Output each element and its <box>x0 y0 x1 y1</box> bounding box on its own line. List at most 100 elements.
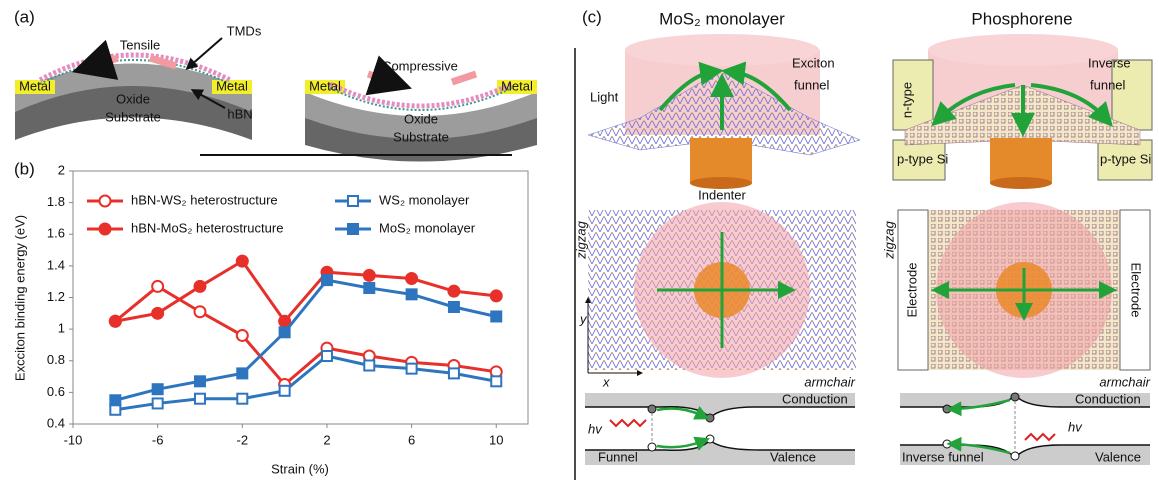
illustration-shape <box>946 436 1011 455</box>
data-point <box>278 314 292 328</box>
label: hBN <box>227 106 252 121</box>
data-point <box>109 394 122 407</box>
data-point <box>236 367 249 380</box>
label: Inverse funnel <box>902 449 984 464</box>
illustration-shape <box>625 34 819 66</box>
panel-b: (b) Strain (%) Excciton binding energy (… <box>12 159 529 476</box>
data-point <box>320 274 333 287</box>
data-point <box>490 310 503 323</box>
data-point <box>193 375 206 388</box>
illustration-shape <box>148 54 178 70</box>
label: Oxide <box>116 91 150 106</box>
illustration-shape <box>305 92 537 139</box>
label: Compressive <box>382 58 458 73</box>
title: Phosphorene <box>971 9 1072 28</box>
illustration-shape <box>1010 392 1020 402</box>
series-line <box>115 354 497 412</box>
data-point <box>490 375 503 388</box>
illustration-shape <box>585 393 855 418</box>
panel-label: (b) <box>14 159 35 178</box>
illustration-shape <box>1119 209 1151 371</box>
illustration-shape <box>15 80 55 94</box>
label: Electrode <box>1129 263 1144 318</box>
y-tick-label: 0.6 <box>47 384 65 399</box>
label: armchair <box>1099 374 1150 389</box>
x-tick-label: 10 <box>489 432 503 447</box>
label: Metal <box>216 78 248 93</box>
data-point <box>362 268 376 282</box>
x-tick-label: -6 <box>152 432 164 447</box>
label: funnel <box>794 77 830 92</box>
illustration-shape <box>705 413 715 423</box>
illustration-shape <box>892 59 934 131</box>
illustration-shape <box>721 61 792 112</box>
data-point <box>405 272 419 286</box>
illustration-shape <box>185 37 223 70</box>
legend-marker <box>98 194 112 208</box>
illustration-shape <box>900 445 1150 465</box>
label: Indenter <box>698 187 746 202</box>
y-tick-label: 1 <box>58 321 65 336</box>
data-point <box>405 362 418 375</box>
legend-label: hBN-MoS₂ heterostructure <box>131 220 283 235</box>
illustration-shape <box>705 434 715 444</box>
illustration-shape <box>1024 432 1056 442</box>
x-axis-label: Strain (%) <box>271 461 329 476</box>
label: Funnel <box>598 449 638 464</box>
data-point <box>278 384 291 397</box>
illustration-shape <box>190 89 226 109</box>
illustration-shape <box>928 34 1118 66</box>
label: Electrode <box>904 263 919 318</box>
label: TMDs <box>227 23 262 38</box>
illustration-shape <box>897 209 929 371</box>
illustration-shape <box>690 177 752 189</box>
illustration-shape <box>990 177 1052 189</box>
label: Light <box>590 89 619 104</box>
data-point <box>447 367 460 380</box>
label: x <box>602 374 610 389</box>
panel-label: (c) <box>582 7 602 26</box>
label: Exciton <box>792 55 835 70</box>
x-tick-label: 6 <box>408 432 415 447</box>
title: MoS₂ monolayer <box>659 9 785 28</box>
label: hv <box>588 421 603 436</box>
data-point <box>489 289 503 303</box>
label: Metal <box>309 78 341 93</box>
x-tick-label: 2 <box>323 432 330 447</box>
y-tick-label: 1.2 <box>47 289 65 304</box>
illustration-shape <box>656 436 710 451</box>
data-point <box>193 392 206 405</box>
legend-marker <box>347 223 359 235</box>
data-point <box>151 306 165 320</box>
label: zigzag <box>573 220 588 259</box>
illustration-shape <box>946 398 1011 417</box>
label: armchair <box>804 374 855 389</box>
illustration-shape <box>660 235 784 345</box>
illustration-shape <box>38 52 232 83</box>
illustration-shape <box>657 232 787 348</box>
x-tick-label: -10 <box>64 432 83 447</box>
data-point <box>447 300 460 313</box>
panel-label: (a) <box>14 7 35 26</box>
legend-marker <box>347 195 359 207</box>
illustration-shape <box>329 87 513 111</box>
illustration-shape <box>647 404 657 414</box>
legend-label: MoS₂ monolayer <box>379 220 476 235</box>
data-point <box>363 359 376 372</box>
illustration-shape <box>942 439 952 449</box>
illustration-shape <box>497 80 537 94</box>
label: Valence <box>1095 449 1141 464</box>
illustration-shape <box>609 418 647 428</box>
data-point <box>235 328 249 342</box>
y-tick-label: 1.8 <box>47 194 65 209</box>
illustration-shape <box>585 440 855 465</box>
series-line <box>114 278 497 402</box>
label: funnel <box>1090 77 1126 92</box>
illustration-shape <box>656 405 710 420</box>
legend-label: WS₂ monolayer <box>379 192 470 207</box>
data-point <box>320 350 333 363</box>
label: n-type <box>899 82 914 118</box>
illustration-shape <box>931 83 1016 127</box>
